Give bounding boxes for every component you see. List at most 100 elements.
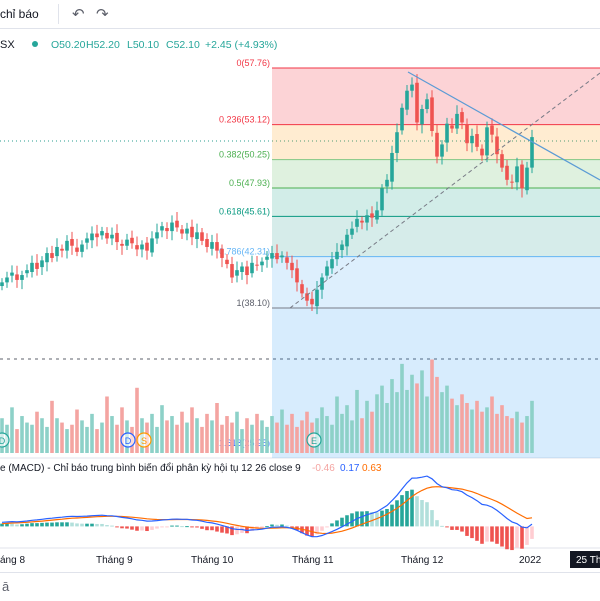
legend-change: +2.45 (+4.93%) bbox=[205, 39, 277, 51]
macd-histogram-bar bbox=[140, 526, 144, 531]
chart-area[interactable]: 0(57.76) 0.236(53.12) 0.382(50.25) 0.5(47.9… bbox=[0, 28, 600, 572]
volume-bar bbox=[525, 416, 529, 453]
volume-bar bbox=[365, 400, 369, 453]
volume-bar bbox=[510, 418, 514, 453]
fib-zone bbox=[272, 68, 600, 125]
macd-histogram-bar bbox=[275, 524, 279, 527]
toolbar-divider bbox=[58, 4, 59, 24]
macd-histogram-bar bbox=[475, 526, 479, 541]
candle-body bbox=[305, 293, 309, 301]
candle-body bbox=[415, 82, 419, 123]
volume-bar bbox=[440, 392, 444, 453]
volume-bar bbox=[265, 426, 269, 453]
candle-body bbox=[145, 242, 149, 251]
candle-body bbox=[225, 259, 229, 265]
candle-body bbox=[110, 234, 114, 239]
fib-level-label: 0.618(45.61) bbox=[219, 206, 270, 216]
macd-histogram-bar bbox=[170, 525, 174, 527]
macd-histogram-bar bbox=[160, 526, 164, 528]
fib-zone bbox=[272, 159, 600, 188]
volume-bar bbox=[205, 413, 209, 453]
candle-body bbox=[0, 282, 4, 287]
candle-body bbox=[410, 84, 414, 91]
volume-bar bbox=[455, 405, 459, 453]
time-axis-label: 2022 bbox=[519, 555, 542, 566]
macd-histogram-bar bbox=[230, 526, 234, 536]
volume-bar bbox=[75, 409, 79, 453]
volume-bar bbox=[330, 424, 334, 453]
candle-body bbox=[210, 242, 214, 249]
macd-histogram-bar bbox=[175, 525, 179, 527]
volume-bar bbox=[345, 405, 349, 453]
macd-histogram-bar bbox=[505, 526, 509, 550]
macd-histogram-bar bbox=[20, 524, 24, 527]
candle-body bbox=[370, 213, 374, 218]
macd-histogram-bar bbox=[415, 496, 419, 527]
volume-bar bbox=[215, 403, 219, 453]
volume-bar bbox=[65, 429, 69, 453]
volume-bar bbox=[255, 413, 259, 453]
fib-level-label: 0.236(53.12) bbox=[219, 115, 270, 125]
macd-histogram-bar bbox=[340, 517, 344, 527]
candle-body bbox=[65, 240, 69, 251]
macd-histogram-bar bbox=[500, 526, 504, 547]
macd-histogram-bar bbox=[495, 526, 499, 544]
candle-body bbox=[245, 266, 249, 276]
volume-bar bbox=[240, 429, 244, 453]
macd-histogram-bar bbox=[55, 522, 59, 527]
fib-level-label: 1(38.10) bbox=[236, 298, 270, 308]
candle-body bbox=[5, 277, 9, 283]
candle-body bbox=[140, 244, 144, 250]
undo-icon[interactable]: ↶ bbox=[72, 6, 85, 23]
candle-body bbox=[180, 229, 184, 234]
chart-toolbar: chỉ báo ↶ ↷ bbox=[0, 0, 600, 29]
volume-bar bbox=[375, 394, 379, 453]
volume-bars bbox=[0, 359, 534, 453]
volume-bar bbox=[380, 385, 384, 453]
indicators-button[interactable]: chỉ báo bbox=[0, 7, 39, 21]
candle-body bbox=[185, 228, 189, 234]
volume-bar bbox=[515, 411, 519, 453]
candle-body bbox=[95, 233, 99, 238]
volume-bar bbox=[270, 416, 274, 453]
macd-histogram-bar bbox=[5, 523, 9, 527]
macd-histogram-bar bbox=[75, 523, 79, 527]
macd-histogram-bar bbox=[135, 526, 139, 531]
macd-histogram-bar bbox=[430, 510, 434, 527]
macd-histogram-bar bbox=[410, 489, 414, 527]
candle-body bbox=[465, 124, 469, 144]
macd-histogram-bar bbox=[345, 515, 349, 527]
candle-body bbox=[55, 246, 59, 257]
volume-bar bbox=[405, 389, 409, 453]
macd-histogram-bar bbox=[220, 526, 224, 533]
macd-histogram-bar bbox=[280, 524, 284, 527]
volume-bar bbox=[480, 411, 484, 453]
volume-bar bbox=[50, 400, 54, 453]
volume-bar bbox=[305, 411, 309, 453]
macd-histogram-bar bbox=[130, 526, 134, 530]
redo-icon[interactable]: ↷ bbox=[96, 6, 109, 23]
macd-histogram-bar bbox=[385, 508, 389, 527]
candlesticks bbox=[0, 74, 534, 315]
fib-level-label: 1.618(25.95) bbox=[219, 438, 270, 448]
fib-diagonal-line bbox=[289, 72, 600, 309]
macd-histogram-bar bbox=[320, 526, 324, 531]
volume-bar bbox=[80, 420, 84, 453]
candle-body bbox=[395, 132, 399, 153]
macd-histogram-bar bbox=[180, 526, 184, 528]
candle-body bbox=[100, 231, 104, 236]
macd-histogram-bar bbox=[315, 526, 319, 535]
volume-bar bbox=[415, 383, 419, 453]
candle-body bbox=[440, 144, 444, 157]
macd-histogram-bar bbox=[325, 526, 329, 528]
volume-bar bbox=[155, 426, 159, 453]
volume-bar bbox=[170, 416, 174, 453]
status-icon[interactable]: ā bbox=[2, 579, 10, 594]
legend-high: H52.20 bbox=[86, 39, 120, 51]
macd-histogram-bar bbox=[50, 522, 54, 527]
macd-histogram-bar bbox=[270, 524, 274, 527]
volume-bar bbox=[320, 407, 324, 453]
volume-bar bbox=[250, 424, 254, 453]
volume-bar bbox=[220, 424, 224, 453]
macd-histogram-bar bbox=[260, 526, 264, 529]
